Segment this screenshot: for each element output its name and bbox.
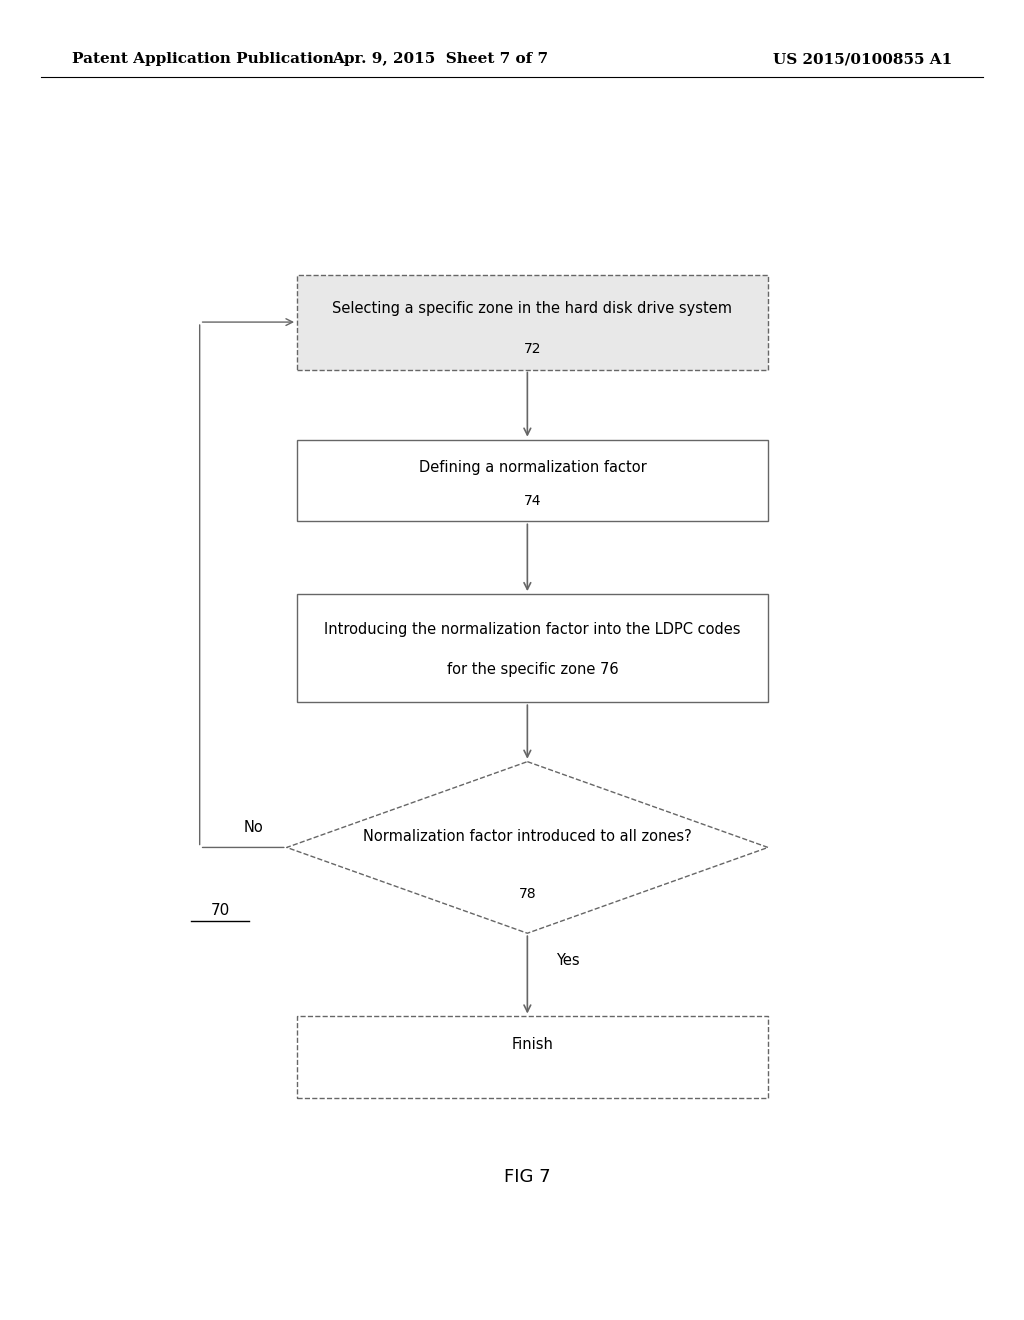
Text: FIG 7: FIG 7 xyxy=(504,1168,551,1187)
Text: US 2015/0100855 A1: US 2015/0100855 A1 xyxy=(773,53,952,66)
Polygon shape xyxy=(287,762,768,933)
Text: Apr. 9, 2015  Sheet 7 of 7: Apr. 9, 2015 Sheet 7 of 7 xyxy=(332,53,549,66)
FancyBboxPatch shape xyxy=(297,1016,768,1098)
Text: Yes: Yes xyxy=(556,953,581,969)
Text: Finish: Finish xyxy=(512,1036,553,1052)
Text: No: No xyxy=(244,820,264,836)
Text: 78: 78 xyxy=(518,887,537,900)
Text: 72: 72 xyxy=(523,342,542,356)
Text: 74: 74 xyxy=(523,494,542,508)
FancyBboxPatch shape xyxy=(297,275,768,370)
Text: for the specific zone 76: for the specific zone 76 xyxy=(446,661,618,677)
Text: Selecting a specific zone in the hard disk drive system: Selecting a specific zone in the hard di… xyxy=(333,301,732,317)
Text: Normalization factor introduced to all zones?: Normalization factor introduced to all z… xyxy=(362,829,692,845)
Text: Introducing the normalization factor into the LDPC codes: Introducing the normalization factor int… xyxy=(325,622,740,638)
FancyBboxPatch shape xyxy=(297,440,768,521)
Text: Patent Application Publication: Patent Application Publication xyxy=(72,53,334,66)
FancyBboxPatch shape xyxy=(297,594,768,702)
Text: Defining a normalization factor: Defining a normalization factor xyxy=(419,459,646,475)
Text: 70: 70 xyxy=(211,903,229,919)
